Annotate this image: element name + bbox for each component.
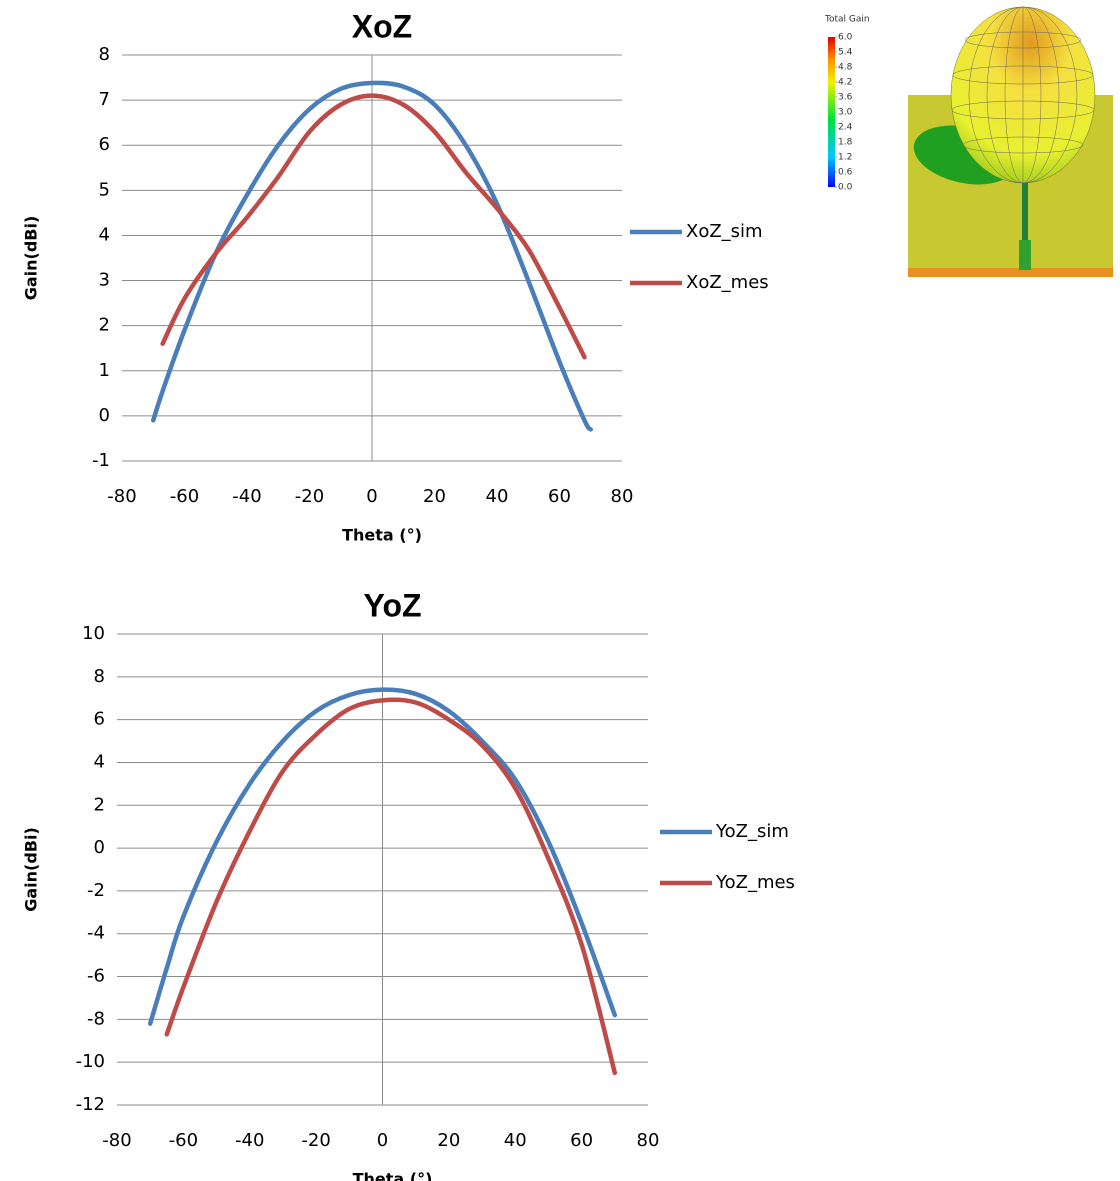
x-tick-label: 40: [504, 1130, 527, 1151]
legend-label: YoZ_sim: [715, 821, 789, 842]
x-tick-label: -60: [170, 486, 199, 507]
x-tick-label: -60: [169, 1130, 198, 1151]
y-tick-label: -2: [87, 880, 105, 901]
x-tick-label: -20: [301, 1130, 330, 1151]
y-tick-label: 2: [94, 794, 105, 815]
y-tick-label: -1: [92, 450, 110, 471]
legend-label: XoZ_mes: [686, 272, 769, 293]
x-tick-label: 20: [437, 1130, 460, 1151]
y-axis-label: Gain(dBi): [22, 827, 41, 912]
x-tick-label: 60: [548, 486, 571, 507]
y-tick-label: 3: [99, 270, 110, 291]
y-tick-label: 7: [99, 89, 110, 110]
y-tick-label: -10: [76, 1051, 105, 1072]
colorbar-tick-label: 0.6: [838, 168, 853, 178]
x-tick-label: 80: [637, 1130, 660, 1151]
x-tick-label: 0: [366, 486, 377, 507]
colorbar-title: Total Gain: [824, 15, 870, 25]
y-tick-label: -4: [87, 923, 105, 944]
y-tick-label: 0: [94, 837, 105, 858]
y-tick-label: 6: [99, 134, 110, 155]
colorbar-tick-label: 1.8: [838, 138, 853, 148]
colorbar-tick-label: 0.0: [838, 183, 853, 193]
y-tick-label: -6: [87, 966, 105, 987]
series-line: [160, 93, 587, 360]
y-tick-label: 0: [99, 405, 110, 426]
colorbar-tick-label: 1.2: [838, 153, 852, 163]
series-line: [151, 80, 593, 432]
y-tick-label: 4: [94, 751, 105, 772]
series-line: [164, 697, 618, 1076]
x-tick-label: 80: [611, 486, 634, 507]
colorbar-tick-label: 3.0: [838, 108, 853, 118]
x-axis-label: Theta (°): [342, 526, 422, 545]
y-tick-label: -8: [87, 1008, 105, 1029]
colorbar-tick-label: 4.8: [838, 63, 853, 73]
colorbar-tick-label: 5.4: [838, 48, 853, 58]
colorbar: [828, 37, 835, 187]
x-tick-label: -40: [232, 486, 261, 507]
x-tick-label: -80: [107, 486, 136, 507]
legend-label: XoZ_sim: [686, 221, 763, 242]
x-tick-label: -80: [102, 1130, 131, 1151]
antenna-render: Total Gain: [824, 6, 1113, 277]
chart-title: YoZ: [363, 587, 421, 623]
colorbar-tick-label: 2.4: [838, 123, 853, 133]
series-line: [147, 687, 618, 1026]
y-axis-label: Gain(dBi): [22, 216, 41, 301]
y-tick-label: 8: [94, 666, 105, 687]
y-tick-label: 4: [99, 224, 110, 245]
colorbar-tick-label: 3.6: [838, 93, 853, 103]
chart-title: XoZ: [352, 8, 412, 44]
x-tick-label: 20: [423, 486, 446, 507]
colorbar-tick-label: 6.0: [838, 33, 853, 43]
colorbar-tick-label: 4.2: [838, 78, 852, 88]
y-tick-label: -12: [76, 1094, 105, 1115]
y-tick-label: 2: [99, 315, 110, 336]
x-tick-label: 0: [377, 1130, 388, 1151]
x-axis-label: Theta (°): [353, 1170, 433, 1181]
x-tick-label: -20: [295, 486, 324, 507]
y-tick-label: 1: [99, 360, 110, 381]
x-tick-label: 40: [486, 486, 509, 507]
y-tick-label: 8: [99, 44, 110, 65]
y-tick-label: 5: [99, 179, 110, 200]
y-tick-label: 6: [94, 709, 105, 730]
y-tick-label: 10: [82, 623, 105, 644]
x-tick-label: -40: [235, 1130, 264, 1151]
legend-label: YoZ_mes: [715, 872, 795, 893]
x-tick-label: 60: [570, 1130, 593, 1151]
